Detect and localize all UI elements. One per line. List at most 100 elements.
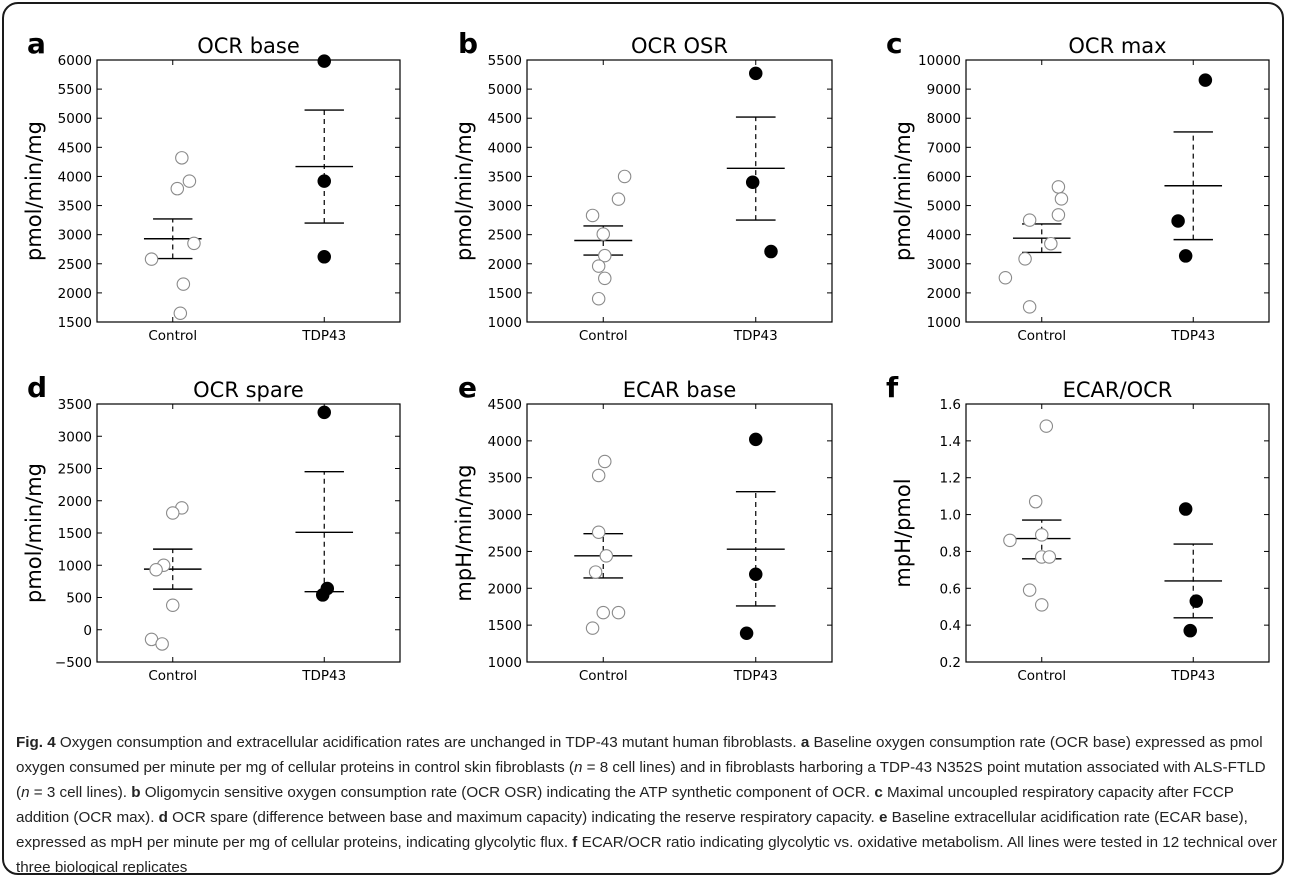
- y-tick-label: 5000: [58, 111, 92, 127]
- data-point-tdp43: [1183, 623, 1197, 638]
- data-point-tdp43: [1171, 214, 1185, 228]
- data-point-control: [598, 454, 612, 469]
- chart-title: OCR spare: [193, 378, 304, 402]
- caption-f-label: f: [572, 834, 578, 851]
- panel-f: f ECAR/OCR mpH/pmol 0.2 0.4 0.6 0.8 1.0 1.2 1.4 1.…: [886, 371, 1270, 684]
- caption-n-symbol-2: n: [21, 784, 30, 801]
- y-tick-label: 3000: [58, 228, 92, 244]
- y-tick-label: 3500: [488, 169, 522, 185]
- y-tick-label: 3000: [58, 429, 92, 445]
- y-tick-label: 1500: [488, 618, 522, 634]
- data-point-tdp43: [317, 405, 331, 420]
- x-tick-label: TDP43: [1170, 328, 1215, 344]
- data-point-tdp43: [764, 244, 778, 259]
- y-tick-label: 2000: [488, 257, 522, 273]
- data-point-control: [591, 468, 606, 483]
- data-point-tdp43: [317, 54, 331, 68]
- y-tick-label: 2000: [58, 286, 92, 302]
- y-tick-label: 2500: [488, 228, 522, 244]
- data-point-control: [1044, 236, 1058, 251]
- caption-fig-label: Fig. 4: [16, 734, 56, 751]
- data-point-tdp43: [739, 626, 754, 641]
- data-point-tdp43: [317, 174, 331, 188]
- y-tick-label: 1.6: [940, 397, 961, 413]
- data-point-control: [170, 181, 185, 196]
- y-axis-label: pmol/min/mg: [22, 463, 46, 603]
- y-tick-label: 1000: [58, 558, 92, 574]
- data-point-control: [591, 259, 606, 273]
- y-tick-label: 3000: [488, 508, 522, 524]
- data-point-tdp43: [315, 588, 330, 602]
- plot-frame: [526, 59, 833, 323]
- data-point-control: [1039, 419, 1054, 433]
- data-point-control: [155, 637, 169, 651]
- caption-a-text-1: Baseline oxygen consumption rate (OCR ba…: [16, 734, 1263, 776]
- data-point-control: [176, 277, 191, 291]
- y-tick-label: 3500: [58, 397, 92, 413]
- x-tick-label: TDP43: [733, 668, 778, 684]
- y-tick-label: 1000: [927, 315, 961, 331]
- y-tick-label: 7000: [927, 140, 961, 156]
- y-tick-label: 4000: [488, 140, 522, 156]
- data-point-control: [1035, 528, 1049, 542]
- panel-d: d OCR spare pmol/min/mg −500 0 500 1000 1500 200…: [22, 371, 401, 684]
- caption-a-label: a: [800, 734, 810, 751]
- x-tick-label: Control: [1017, 328, 1066, 344]
- y-tick-label: 6000: [927, 169, 961, 185]
- y-tick-label: 3000: [927, 257, 961, 273]
- data-point-control: [611, 192, 626, 206]
- y-tick-label: 4000: [927, 228, 961, 244]
- y-tick-label: 3000: [488, 199, 522, 215]
- y-tick-label: 1500: [58, 526, 92, 542]
- plot-frame: [965, 403, 1270, 663]
- caption-title: Oxygen consumption and extracellular aci…: [55, 734, 801, 751]
- data-point-tdp43: [1178, 249, 1193, 263]
- y-tick-label: 1.4: [940, 434, 961, 450]
- panel-letter: a: [27, 27, 46, 60]
- data-point-tdp43: [1178, 502, 1193, 516]
- data-point-control: [187, 236, 201, 251]
- data-point-control: [1003, 533, 1017, 548]
- data-point-control: [617, 169, 632, 184]
- data-point-tdp43: [1198, 73, 1213, 87]
- x-tick-label: Control: [579, 668, 628, 684]
- x-tick-label: TDP43: [301, 328, 346, 344]
- panel-letter: c: [886, 27, 903, 60]
- y-tick-label: 0: [83, 623, 92, 639]
- data-point-control: [166, 598, 180, 612]
- data-point-control: [611, 605, 626, 620]
- chart-title: ECAR/OCR: [1063, 378, 1173, 402]
- y-tick-label: 4500: [488, 111, 522, 127]
- caption-d-label: d: [158, 809, 168, 826]
- y-tick-label: 4000: [58, 169, 92, 185]
- y-tick-label: 2500: [58, 257, 92, 273]
- figure-caption: Fig. 4 Oxygen consumption and extracellu…: [16, 730, 1278, 880]
- chart-title: OCR base: [197, 34, 300, 58]
- y-tick-label: 0.4: [940, 618, 961, 634]
- x-tick-label: TDP43: [733, 328, 778, 344]
- data-point-control: [598, 271, 612, 286]
- caption-b-label: b: [131, 784, 141, 801]
- y-tick-label: 5000: [488, 82, 522, 98]
- data-point-control: [596, 227, 610, 241]
- data-point-control: [144, 252, 159, 266]
- data-point-control: [1051, 208, 1066, 222]
- y-tick-label: 1500: [58, 315, 92, 331]
- x-tick-label: TDP43: [1170, 668, 1215, 684]
- data-point-control: [1042, 550, 1057, 564]
- caption-a-text-2: = 8 cell lines) and in fibroblasts harbo…: [16, 759, 1266, 801]
- x-tick-label: Control: [1017, 668, 1066, 684]
- data-point-tdp43: [317, 250, 331, 264]
- y-tick-label: 3500: [488, 471, 522, 487]
- data-point-control: [1018, 252, 1032, 266]
- panel-b: b OCR OSR pmol/min/mg 1000 1500 2000 2500 3000 3…: [452, 27, 833, 344]
- y-axis-label: mpH/min/mg: [452, 464, 476, 601]
- caption-c-label: c: [874, 784, 883, 801]
- data-point-control: [175, 151, 189, 165]
- y-tick-label: 3500: [58, 199, 92, 215]
- caption-e-text: Baseline extracellular acidification rat…: [16, 809, 1248, 851]
- y-tick-label: 4500: [488, 397, 522, 413]
- x-tick-label: Control: [148, 328, 197, 344]
- panel-e: e ECAR base mpH/min/mg 1000 1500 2000 2500 3000…: [452, 371, 833, 684]
